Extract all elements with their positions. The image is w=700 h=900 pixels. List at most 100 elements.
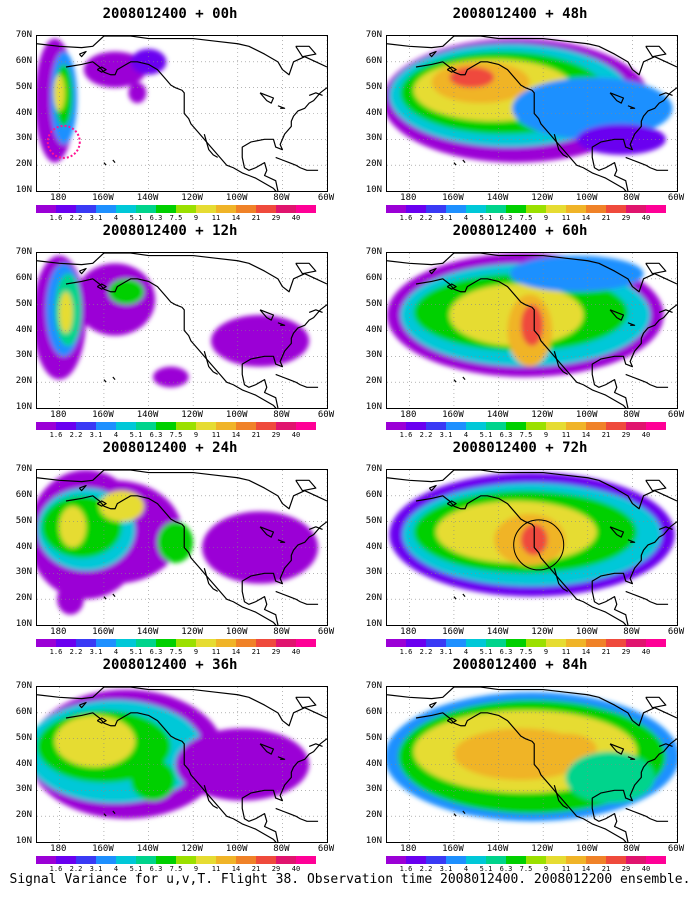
colorbar-swatch bbox=[546, 422, 566, 430]
variance-contour bbox=[211, 315, 310, 367]
coastline bbox=[295, 696, 317, 709]
coastline bbox=[308, 92, 323, 96]
colorbar-swatch bbox=[196, 422, 216, 430]
coastline bbox=[387, 687, 677, 727]
lat-tick-label: 40N bbox=[365, 324, 382, 335]
colorbar-swatch bbox=[586, 639, 606, 647]
lat-tick-label: 30N bbox=[365, 784, 382, 795]
map-panel: 2008012400 + 24h 70N 60N 50N 40N 30N 20N 10N 180… bbox=[0, 439, 340, 656]
colorbar-swatch bbox=[256, 422, 276, 430]
coastline bbox=[259, 526, 275, 538]
coastline bbox=[203, 785, 218, 809]
colorbar bbox=[386, 422, 666, 430]
lat-tick-label: 50N bbox=[15, 732, 32, 743]
coastline bbox=[415, 712, 627, 842]
coastline bbox=[241, 304, 327, 408]
colorbar-swatch bbox=[276, 856, 296, 864]
lon-tick-label: 180 bbox=[50, 193, 67, 203]
lat-tick-label: 20N bbox=[365, 159, 382, 170]
map-panel: 2008012400 + 48h 70N 60N 50N 40N 30N 20N 10N 180… bbox=[350, 5, 690, 222]
map-panel: 2008012400 + 84h 70N 60N 50N 40N 30N 20N 10N 180… bbox=[350, 656, 690, 873]
colorbar-label: 5.1 bbox=[479, 865, 493, 873]
colorbar-label: 1.6 bbox=[399, 648, 413, 656]
colorbar-swatch bbox=[236, 205, 256, 213]
variance-field bbox=[37, 470, 319, 615]
colorbar-label: 4 bbox=[463, 648, 469, 656]
colorbar-swatch bbox=[506, 205, 526, 213]
colorbar-label: 4 bbox=[463, 214, 469, 222]
lat-tick-label: 20N bbox=[15, 593, 32, 604]
colorbar-label: 7.5 bbox=[519, 648, 533, 656]
colorbar-swatch bbox=[136, 205, 156, 213]
colorbar-swatch bbox=[386, 205, 406, 213]
colorbar-label: 6.3 bbox=[499, 648, 513, 656]
colorbar-label: 7.5 bbox=[169, 865, 183, 873]
colorbar-label: 40 bbox=[641, 865, 651, 873]
colorbar-label: 29 bbox=[271, 214, 281, 222]
colorbar-swatch bbox=[136, 422, 156, 430]
coastline bbox=[553, 568, 568, 592]
colorbar bbox=[36, 422, 316, 430]
coastline bbox=[241, 738, 327, 842]
colorbar-label: 21 bbox=[251, 865, 261, 873]
lat-tick-label: 10N bbox=[15, 402, 32, 412]
variance-contour bbox=[59, 506, 87, 548]
lat-tick-label: 60N bbox=[15, 272, 32, 283]
coastline bbox=[259, 309, 275, 321]
variance-field bbox=[387, 692, 677, 822]
lon-tick-label: 160W bbox=[92, 627, 114, 637]
lat-tick-label: 10N bbox=[365, 185, 382, 195]
variance-contour bbox=[175, 728, 310, 801]
coastline bbox=[203, 351, 218, 375]
lat-tick-label: 30N bbox=[15, 567, 32, 578]
colorbar-swatch bbox=[606, 639, 626, 647]
lat-tick-label: 40N bbox=[365, 541, 382, 552]
colorbar-swatch bbox=[76, 856, 96, 864]
lon-tick-label: 120W bbox=[181, 410, 203, 420]
colorbar-label: 7.5 bbox=[169, 648, 183, 656]
colorbar-label: 14 bbox=[231, 431, 241, 439]
colorbar-label: 3.1 bbox=[89, 648, 103, 656]
verification-region-circle bbox=[513, 519, 565, 571]
colorbar-swatch bbox=[526, 856, 546, 864]
colorbar-swatch bbox=[296, 856, 316, 864]
lon-tick-label: 60W bbox=[667, 844, 685, 854]
coastline bbox=[78, 484, 87, 492]
colorbar-label: 3.1 bbox=[89, 214, 103, 222]
colorbar-label: 5.1 bbox=[479, 648, 493, 656]
colorbar-swatch bbox=[156, 422, 176, 430]
coastline bbox=[277, 539, 286, 543]
colorbar-label: 40 bbox=[291, 431, 301, 439]
lon-tick-label: 120W bbox=[531, 627, 553, 637]
coastline bbox=[103, 596, 107, 600]
coastline bbox=[78, 267, 87, 275]
coastline bbox=[609, 526, 625, 538]
coastline bbox=[462, 159, 466, 163]
coastline bbox=[295, 262, 317, 275]
colorbar-swatch bbox=[546, 639, 566, 647]
colorbar-swatch bbox=[466, 856, 486, 864]
map-plot-area bbox=[386, 35, 678, 192]
colorbar-swatch bbox=[406, 856, 426, 864]
colorbar-label: 7.5 bbox=[519, 431, 533, 439]
lon-tick-label: 80W bbox=[623, 193, 640, 203]
coastline bbox=[241, 521, 327, 625]
variance-contour bbox=[153, 366, 189, 388]
colorbar-label: 21 bbox=[251, 214, 261, 222]
panel-title: 2008012400 + 00h bbox=[102, 6, 238, 22]
colorbar-swatch bbox=[566, 856, 586, 864]
coastline bbox=[415, 278, 627, 408]
lat-tick-label: 60N bbox=[365, 706, 382, 717]
panel-title: 2008012400 + 12h bbox=[102, 223, 238, 239]
coastline bbox=[446, 283, 457, 290]
colorbar-label: 11 bbox=[561, 865, 571, 873]
coastline bbox=[645, 696, 667, 709]
colorbar-swatch bbox=[256, 856, 276, 864]
colorbar-swatch bbox=[196, 639, 216, 647]
colorbar-swatch bbox=[426, 639, 446, 647]
colorbar-swatch bbox=[526, 422, 546, 430]
colorbar bbox=[36, 639, 316, 647]
colorbar-swatch bbox=[216, 639, 236, 647]
lon-tick-label: 60W bbox=[317, 193, 335, 203]
colorbar-swatch bbox=[586, 205, 606, 213]
